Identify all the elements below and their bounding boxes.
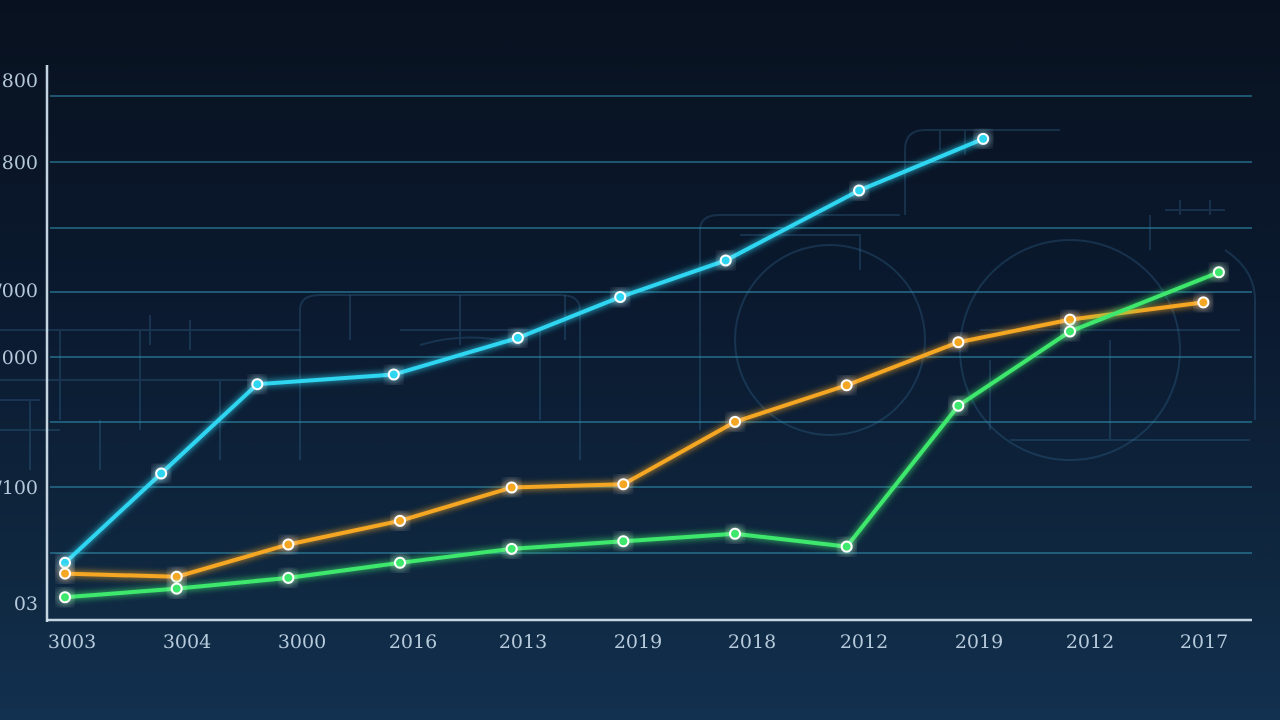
y-tick-label: 1800 <box>0 70 38 92</box>
series-1 <box>59 296 1210 583</box>
y-tick-label: /100 <box>0 477 38 499</box>
x-tick-label: 2016 <box>389 631 437 653</box>
x-tick-label: 2019 <box>955 631 1003 653</box>
data-point <box>952 399 965 412</box>
data-point <box>282 571 295 584</box>
data-point <box>511 331 524 344</box>
y-tick-label: /000 <box>0 280 38 302</box>
x-tick-label: 3004 <box>163 631 211 653</box>
data-point <box>977 132 990 145</box>
data-point <box>1197 296 1210 309</box>
data-point <box>387 368 400 381</box>
x-tick-label: 2013 <box>499 631 547 653</box>
x-axis-tick-labels: 3003 3004 3000 2016 2013 2019 2018 2012 2019 2012… <box>48 631 1228 653</box>
data-point <box>170 570 183 583</box>
x-tick-label: 3003 <box>48 631 96 653</box>
data-point <box>1212 266 1225 279</box>
axes <box>45 65 1252 622</box>
x-tick-label: 2017 <box>1180 631 1228 653</box>
x-tick-label: 2012 <box>1066 631 1114 653</box>
data-point <box>170 582 183 595</box>
data-point <box>617 478 630 491</box>
data-point <box>155 467 168 480</box>
data-point <box>59 591 71 604</box>
data-point <box>719 254 732 267</box>
data-point <box>840 540 853 553</box>
y-tick-label: 03 <box>14 593 38 615</box>
data-point <box>59 556 71 569</box>
series-0 <box>59 132 990 569</box>
data-point <box>729 415 742 428</box>
series-line <box>63 270 1221 600</box>
y-tick-label: 000 <box>2 347 38 369</box>
data-point <box>59 567 71 580</box>
x-tick-label: 2012 <box>840 631 888 653</box>
data-point <box>617 535 630 548</box>
data-point <box>394 514 407 527</box>
y-axis-tick-labels: 03/100 000/000 1800 1800 <box>0 70 38 615</box>
data-point <box>505 542 518 555</box>
data-point <box>853 184 866 197</box>
y-tick-label: 1800 <box>0 152 38 174</box>
x-tick-label: 3000 <box>278 631 326 653</box>
data-point <box>251 378 264 391</box>
data-point <box>1064 313 1077 326</box>
data-point <box>729 527 742 540</box>
data-point <box>505 481 518 494</box>
data-point <box>1064 325 1077 338</box>
series-2 <box>59 266 1225 604</box>
data-point <box>952 336 965 349</box>
x-tick-label: 2018 <box>728 631 776 653</box>
data-point <box>614 291 627 304</box>
series-line <box>63 136 986 565</box>
x-tick-label: 2019 <box>614 631 662 653</box>
data-point <box>394 556 407 569</box>
data-point <box>840 379 853 392</box>
horizontal-gridlines <box>50 95 1252 554</box>
data-series <box>59 132 1225 604</box>
data-point <box>282 538 295 551</box>
background-industrial-art <box>0 129 1256 470</box>
